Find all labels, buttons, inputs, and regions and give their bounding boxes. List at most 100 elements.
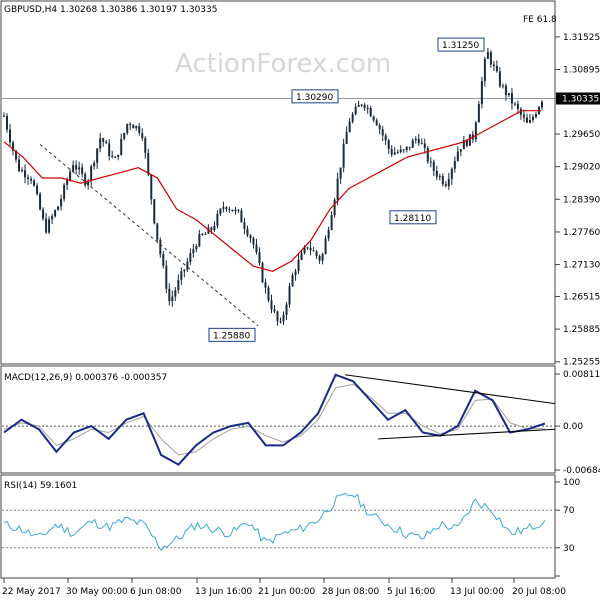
candle-body	[333, 199, 336, 216]
candle-body	[375, 120, 378, 126]
candle-body	[498, 71, 501, 87]
price-tick-label: 1.30895	[563, 65, 600, 75]
candle-body	[87, 181, 90, 186]
candle-body	[336, 178, 339, 200]
macd-signal-line	[3, 383, 545, 456]
candle-body	[9, 129, 12, 143]
candle-body	[429, 161, 432, 163]
candle-body	[51, 216, 54, 220]
candle-body	[468, 134, 471, 146]
x-tick-label: 13 Jul 00:00	[450, 587, 504, 597]
rsi-panel	[0, 474, 556, 579]
candle-body	[396, 152, 399, 154]
candle-body	[423, 143, 426, 148]
candle-body	[123, 132, 126, 139]
price-annotation-box	[389, 210, 437, 225]
candle-body	[282, 314, 285, 322]
candle-body	[276, 311, 279, 322]
candle-body	[99, 138, 102, 149]
macd-tick-label: -0.006844	[563, 466, 600, 476]
rsi-line	[3, 492, 546, 552]
candle-body	[447, 178, 450, 187]
fe-label: FE 61.8	[523, 15, 557, 25]
candle-body	[510, 93, 513, 104]
candle-body	[456, 151, 459, 161]
candle-body	[117, 154, 120, 157]
candle-body	[114, 156, 117, 158]
candle-body	[438, 176, 441, 178]
candle-body	[408, 146, 411, 148]
candle-body	[540, 101, 543, 108]
rsi-tick-label: 70	[563, 506, 575, 516]
candle-body	[75, 165, 78, 170]
candle-body	[528, 120, 531, 123]
x-tick-label: 6 Jun 08:00	[130, 587, 182, 597]
rsi-title: RSI(14) 59.1601	[4, 481, 77, 491]
candle-body	[120, 138, 123, 155]
price-annotation-label: 1.31250	[442, 41, 479, 51]
candle-body	[522, 114, 525, 118]
price-tick-label: 1.25885	[563, 325, 600, 335]
x-tick-label: 21 Jun 00:00	[258, 587, 315, 597]
candle-body	[306, 247, 309, 249]
candle-body	[501, 85, 504, 87]
candle-body	[261, 262, 264, 283]
candle-body	[372, 116, 375, 121]
candle-body	[258, 252, 261, 263]
candle-body	[105, 141, 108, 144]
candle-body	[222, 207, 225, 209]
candle-body	[309, 247, 312, 251]
projection-dashed-line	[39, 143, 259, 327]
candle-body	[354, 106, 357, 115]
candle-body	[384, 135, 387, 141]
candle-body	[339, 167, 342, 179]
price-tick-label: 1.26515	[563, 292, 600, 302]
candle-body	[357, 105, 360, 107]
candle-body	[72, 165, 75, 172]
candle-body	[153, 199, 156, 224]
rsi-tick-label: 30	[563, 544, 575, 554]
candle-body	[324, 238, 327, 254]
candle-body	[348, 121, 351, 133]
candle-body	[21, 170, 24, 172]
candle-body	[255, 244, 258, 253]
candle-body	[231, 209, 234, 212]
candle-body	[126, 123, 129, 133]
candle-body	[165, 265, 168, 289]
candle-body	[393, 152, 396, 155]
candle-body	[279, 321, 282, 323]
candle-body	[150, 174, 153, 200]
price-annotation-box	[291, 89, 339, 104]
price-tick-label: 1.27760	[563, 228, 600, 238]
candle-body	[480, 81, 483, 105]
current-price-label: 1.30335	[562, 95, 599, 105]
x-tick-label: 13 Jun 16:00	[195, 587, 252, 597]
candle-body	[171, 296, 174, 302]
candle-body	[525, 117, 528, 123]
candle-body	[426, 147, 429, 162]
price-annotation-box	[437, 37, 485, 52]
candle-body	[81, 167, 84, 174]
candle-body	[159, 239, 162, 255]
candle-body	[186, 261, 189, 270]
candle-body	[312, 250, 315, 252]
price-annotation-label: 1.28110	[394, 214, 431, 224]
candle-body	[225, 207, 228, 210]
price-header: GBPUSD,H4 1.30268 1.30386 1.30197 1.3033…	[4, 5, 217, 15]
candle-body	[450, 168, 453, 179]
candle-body	[291, 275, 294, 287]
candle-body	[192, 249, 195, 254]
candle-body	[330, 215, 333, 230]
x-tick-label: 5 Jul 16:00	[387, 587, 436, 597]
candle-body	[273, 309, 276, 312]
candle-body	[138, 125, 141, 134]
price-tick-label: 1.29020	[563, 163, 600, 173]
candle-body	[486, 52, 489, 59]
current-price-box	[556, 92, 600, 105]
macd-upper-trendline	[344, 374, 556, 405]
candle-body	[315, 251, 318, 257]
candle-body	[492, 64, 495, 66]
candle-body	[15, 150, 18, 160]
candle-body	[477, 104, 480, 123]
candle-body	[252, 238, 255, 245]
